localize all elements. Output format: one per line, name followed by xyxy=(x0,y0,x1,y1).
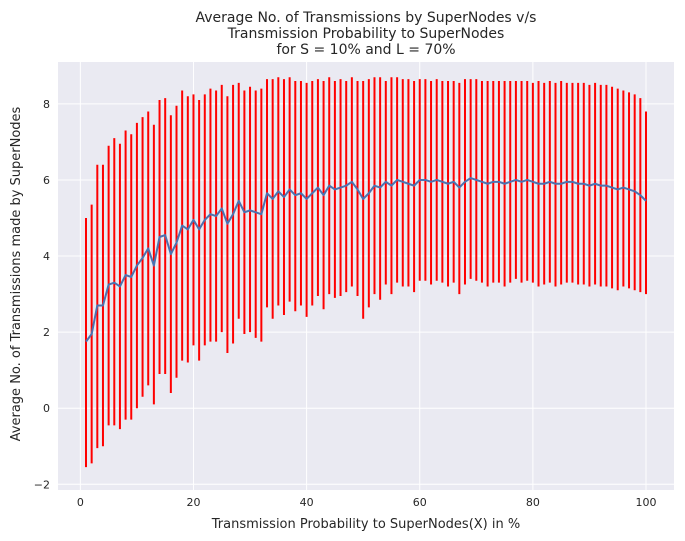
x-tick-label: 60 xyxy=(413,496,427,509)
chart-title-line-3: for S = 10% and L = 70% xyxy=(276,42,455,58)
y-axis-label: Average No. of Transmissions made by Sup… xyxy=(9,106,24,441)
x-tick-label: 80 xyxy=(526,496,540,509)
x-axis-label: Transmission Probability to SuperNodes(X… xyxy=(211,517,520,532)
y-tick-label: 6 xyxy=(43,174,50,187)
x-tick-label: 20 xyxy=(186,496,200,509)
x-tick-label: 0 xyxy=(77,496,84,509)
chart-title-line-2: Transmission Probability to SuperNodes xyxy=(227,26,505,42)
chart-title-line-1: Average No. of Transmissions by SuperNod… xyxy=(196,10,537,26)
plot-background xyxy=(58,62,674,490)
mean-line xyxy=(85,177,647,343)
y-tick-label: 4 xyxy=(43,250,50,263)
y-axis-ticks: −2 0 2 4 6 8 xyxy=(34,98,50,491)
y-tick-label: −2 xyxy=(34,478,50,491)
y-tick-label: 0 xyxy=(43,402,50,415)
x-axis-ticks: 0 20 40 60 80 100 xyxy=(77,496,657,509)
x-tick-label: 40 xyxy=(300,496,314,509)
plot-area xyxy=(58,62,674,490)
x-tick-label: 100 xyxy=(636,496,657,509)
y-tick-label: 2 xyxy=(43,326,50,339)
y-tick-label: 8 xyxy=(43,98,50,111)
